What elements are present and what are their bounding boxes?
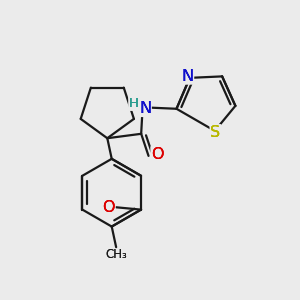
Text: N: N: [139, 101, 151, 116]
Text: N: N: [139, 101, 151, 116]
Text: O: O: [151, 147, 164, 162]
Text: N: N: [139, 101, 151, 116]
Text: S: S: [210, 125, 220, 140]
Text: CH₃: CH₃: [106, 248, 128, 261]
Text: S: S: [210, 125, 220, 140]
Text: N: N: [181, 69, 194, 84]
Text: H: H: [129, 97, 139, 110]
Text: O: O: [102, 200, 115, 215]
Text: O: O: [151, 147, 164, 162]
Text: O: O: [102, 200, 115, 215]
Text: N: N: [181, 69, 194, 84]
Text: H: H: [129, 97, 139, 110]
Text: N: N: [181, 69, 194, 84]
Text: CH₃: CH₃: [106, 248, 128, 261]
Text: S: S: [210, 125, 220, 140]
Text: H: H: [129, 97, 139, 110]
Text: O: O: [102, 200, 115, 215]
Text: O: O: [151, 147, 164, 162]
